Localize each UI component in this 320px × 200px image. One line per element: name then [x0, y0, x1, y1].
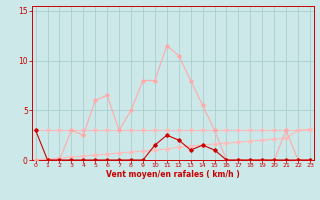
- X-axis label: Vent moyen/en rafales ( km/h ): Vent moyen/en rafales ( km/h ): [106, 170, 240, 179]
